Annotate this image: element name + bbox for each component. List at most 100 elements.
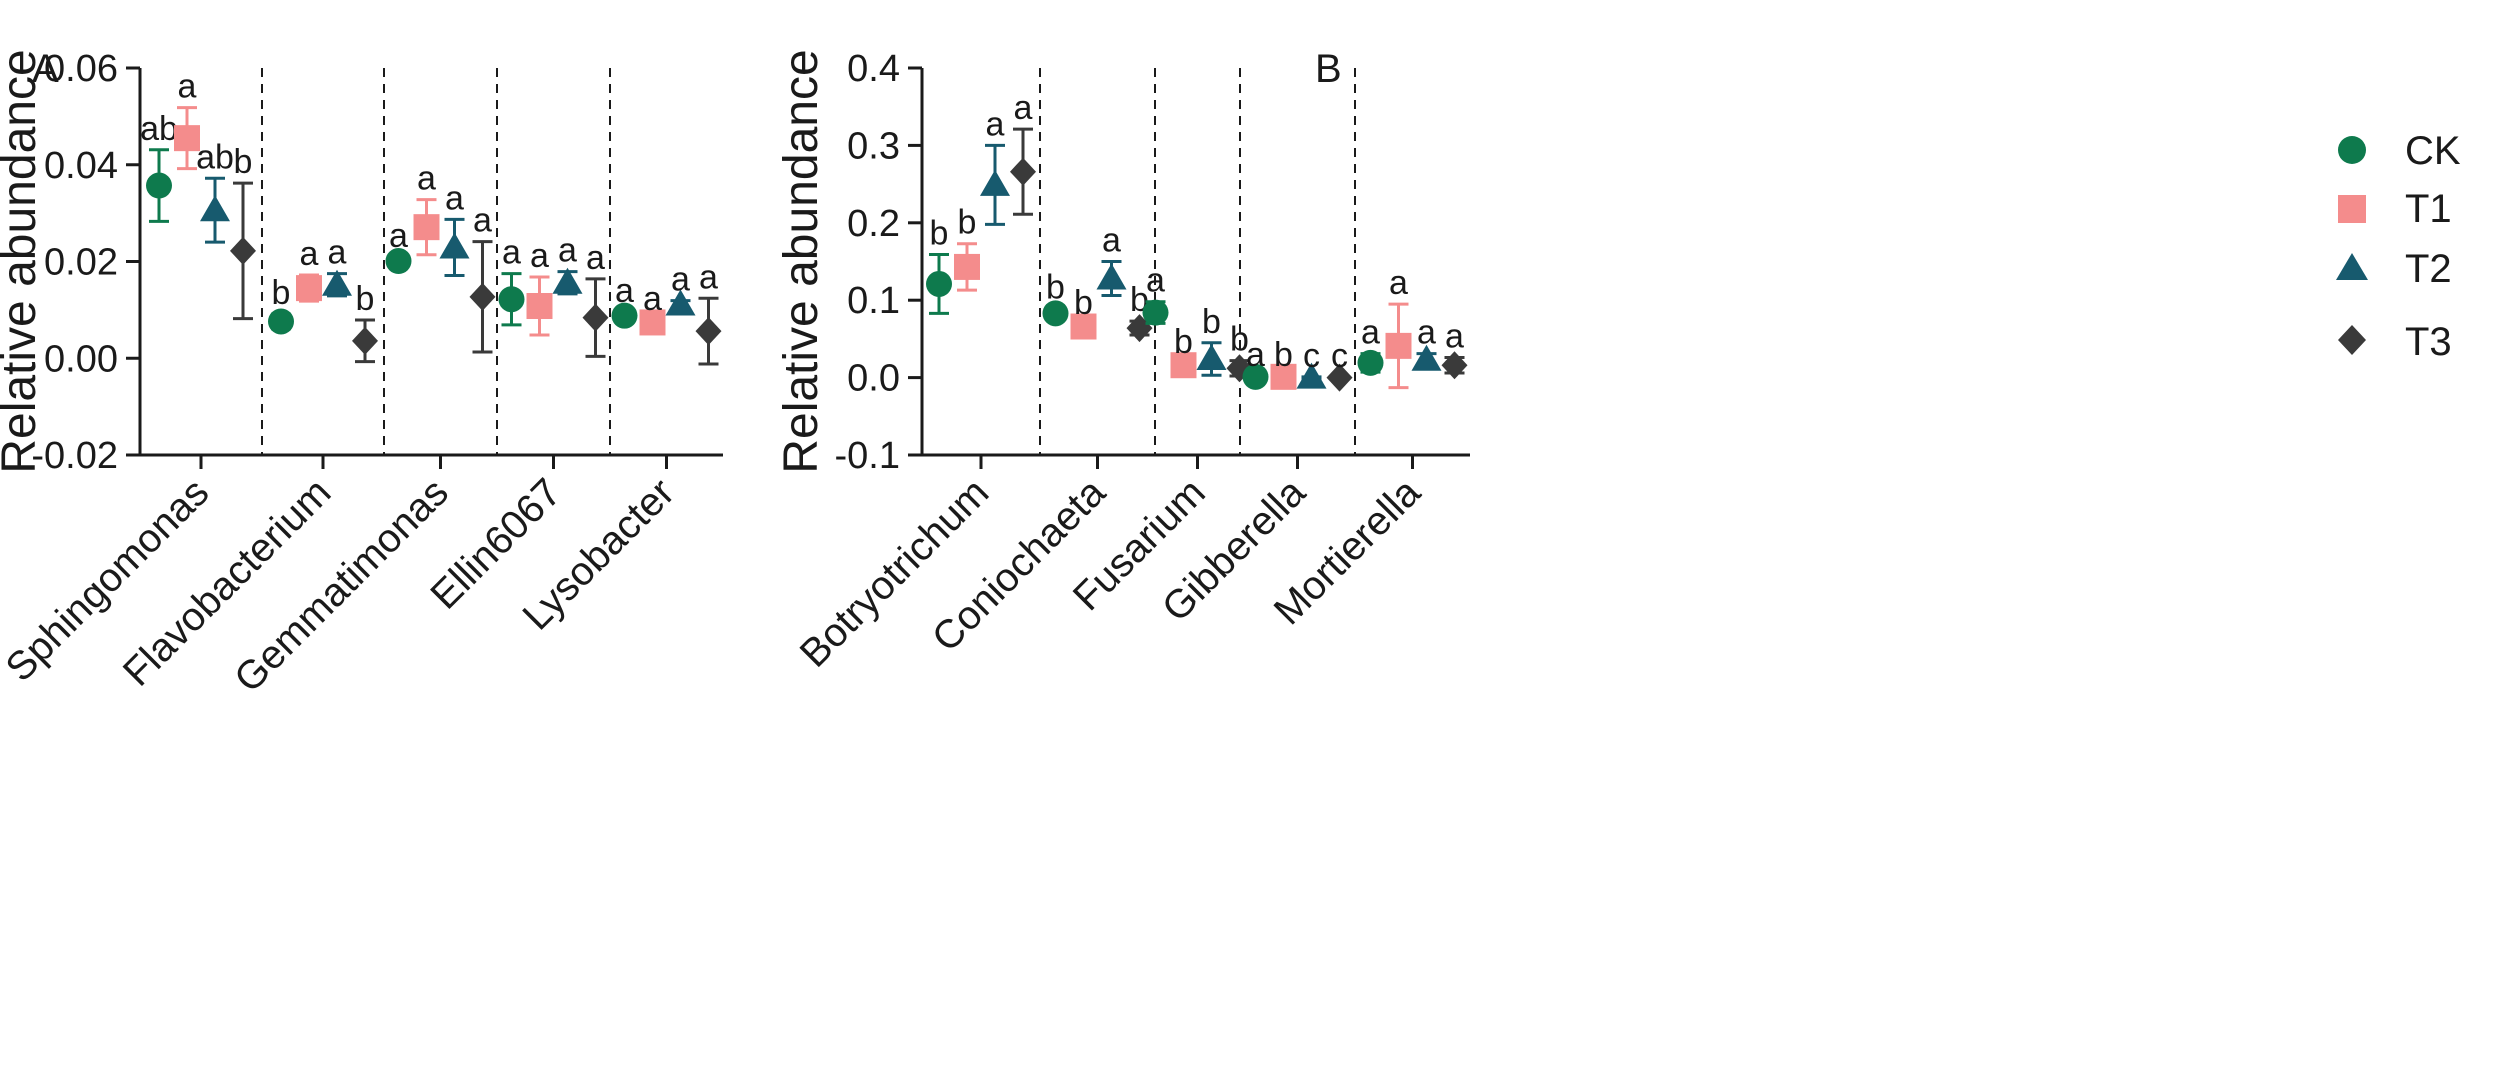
data-point-t2 [439, 232, 470, 259]
significance-letter-t2: a [445, 179, 464, 217]
significance-letter-ck: a [1146, 262, 1165, 300]
data-point-t1 [174, 125, 200, 152]
triangle-marker-icon [2336, 253, 2368, 280]
data-point-t2 [200, 195, 230, 222]
significance-letter-t2: b [1202, 303, 1221, 341]
y-tick-label: 0.2 [847, 203, 900, 245]
data-point-ck [1042, 300, 1069, 327]
significance-letter-ck: a [615, 272, 634, 310]
x-category-label: Sphingomonas [0, 470, 217, 690]
significance-letter-t1: a [300, 235, 319, 273]
significance-letter-t1: a [530, 237, 549, 275]
significance-letter-t2: a [558, 232, 577, 270]
y-tick-label: 0.04 [44, 145, 118, 187]
significance-letter-ck: a [1361, 314, 1380, 352]
data-point-t2 [1296, 362, 1327, 389]
significance-letter-t2: a [671, 261, 690, 299]
significance-letter-t1: b [1174, 323, 1193, 361]
significance-letter-ck: b [272, 274, 291, 312]
data-point-t3 [352, 326, 378, 355]
data-point-ck [1142, 299, 1169, 326]
data-point-t1 [296, 275, 322, 302]
significance-letter-t2: ab [196, 138, 234, 176]
y-tick-label: 0.06 [44, 48, 118, 90]
legend: CK T1 T2 T3 [2336, 129, 2461, 364]
legend-label-t2: T2 [2405, 247, 2452, 291]
data-point-ck [611, 302, 638, 329]
data-point-t3 [582, 303, 609, 332]
y-tick-label: 0.00 [44, 338, 118, 380]
significance-letter-t1: b [1274, 336, 1293, 374]
significance-letter-ck: ab [140, 110, 178, 148]
significance-letter-t1: a [643, 280, 662, 318]
panel-a-label: A [32, 47, 59, 91]
square-marker-icon [2338, 195, 2366, 223]
data-point-t2 [1096, 263, 1127, 290]
y-tick-label: 0.3 [847, 125, 900, 167]
significance-letter-t1: a [1389, 264, 1408, 302]
data-point-t1 [639, 309, 666, 336]
y-tick-label: -0.1 [835, 435, 900, 477]
legend-label-ck: CK [2405, 129, 2461, 173]
y-axis-title: Relative abundance [775, 49, 828, 473]
data-point-t3 [1010, 157, 1036, 186]
significance-letter-t2: c [1303, 337, 1320, 375]
y-tick-label: 0.1 [847, 280, 900, 322]
data-point-t1 [1270, 363, 1297, 390]
y-tick-label: -0.02 [31, 435, 118, 477]
significance-letter-t1: a [178, 68, 197, 106]
significance-letter-ck: a [502, 234, 521, 272]
data-point-t1 [954, 253, 980, 280]
significance-letter-t3: a [586, 239, 605, 277]
y-tick-label: 0.02 [44, 242, 118, 284]
significance-letter-t3: b [234, 143, 253, 181]
significance-letter-t3: a [1445, 317, 1464, 355]
significance-letter-t3: b [356, 280, 375, 318]
data-point-t1 [1385, 332, 1412, 359]
significance-letter-t3: a [473, 202, 492, 240]
significance-letter-t1: b [958, 204, 977, 242]
significance-letter-t3: b [1230, 321, 1249, 359]
significance-letter-t3: a [1014, 89, 1033, 127]
significance-letter-t2: a [1417, 314, 1436, 352]
data-point-t2 [1411, 344, 1442, 371]
data-point-t3 [695, 317, 722, 346]
data-point-t2 [552, 267, 583, 294]
data-point-t2 [980, 169, 1010, 196]
x-category-label: Flavobacterium [115, 470, 339, 694]
data-point-t2 [665, 289, 696, 316]
diamond-marker-icon [2338, 325, 2366, 355]
significance-letter-t3: c [1331, 337, 1348, 375]
data-point-t2 [322, 269, 352, 296]
legend-label-t1: T1 [2405, 187, 2452, 231]
legend-entry-ck: CK [2338, 129, 2461, 173]
data-point-ck [268, 308, 294, 335]
legend-entry-t3: T3 [2338, 320, 2452, 364]
data-point-t3 [230, 236, 256, 265]
significance-letter-ck: b [1046, 269, 1065, 307]
legend-entry-t1: T1 [2338, 187, 2452, 231]
legend-label-t3: T3 [2405, 320, 2452, 364]
data-point-ck [1242, 363, 1269, 390]
data-point-t3 [1441, 351, 1468, 380]
data-point-t3 [1326, 363, 1353, 392]
data-point-ck [498, 286, 525, 313]
data-point-t1 [1170, 352, 1197, 379]
significance-letter-ck: b [930, 215, 949, 253]
data-point-t3 [469, 282, 496, 311]
data-point-t1 [413, 214, 440, 241]
significance-letter-t2: a [328, 234, 347, 272]
y-tick-label: 0.4 [847, 48, 900, 90]
panel-b-label: B [1315, 47, 1342, 91]
data-point-t2 [1196, 344, 1227, 371]
data-point-t1 [1070, 313, 1097, 340]
data-point-t1 [526, 293, 553, 320]
data-point-ck [385, 248, 412, 275]
significance-letter-t2: a [986, 105, 1005, 143]
significance-letter-t1: a [417, 160, 436, 198]
significance-letter-t3: a [699, 258, 718, 296]
circle-marker-icon [2338, 136, 2366, 164]
